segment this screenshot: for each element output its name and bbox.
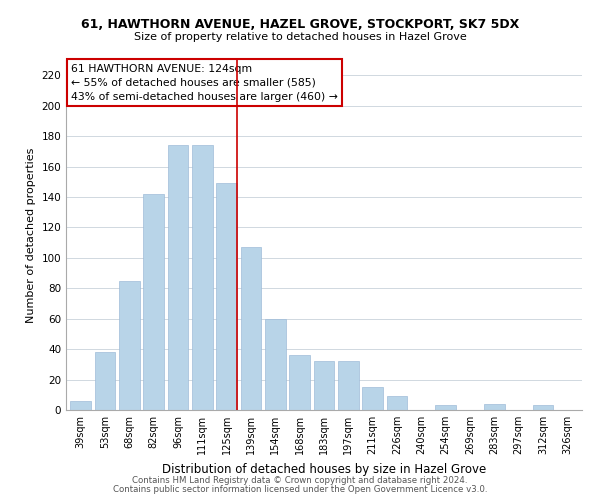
X-axis label: Distribution of detached houses by size in Hazel Grove: Distribution of detached houses by size … bbox=[162, 462, 486, 475]
Bar bbox=[192, 145, 212, 410]
Text: Contains HM Land Registry data © Crown copyright and database right 2024.: Contains HM Land Registry data © Crown c… bbox=[132, 476, 468, 485]
Text: Size of property relative to detached houses in Hazel Grove: Size of property relative to detached ho… bbox=[134, 32, 466, 42]
Bar bbox=[216, 184, 237, 410]
Y-axis label: Number of detached properties: Number of detached properties bbox=[26, 148, 36, 322]
Bar bbox=[265, 318, 286, 410]
Bar bbox=[70, 401, 91, 410]
Bar bbox=[289, 355, 310, 410]
Text: 61, HAWTHORN AVENUE, HAZEL GROVE, STOCKPORT, SK7 5DX: 61, HAWTHORN AVENUE, HAZEL GROVE, STOCKP… bbox=[81, 18, 519, 30]
Bar bbox=[484, 404, 505, 410]
Bar bbox=[533, 406, 553, 410]
Text: Contains public sector information licensed under the Open Government Licence v3: Contains public sector information licen… bbox=[113, 485, 487, 494]
Bar bbox=[314, 362, 334, 410]
Text: 61 HAWTHORN AVENUE: 124sqm
← 55% of detached houses are smaller (585)
43% of sem: 61 HAWTHORN AVENUE: 124sqm ← 55% of deta… bbox=[71, 64, 338, 102]
Bar bbox=[167, 145, 188, 410]
Bar bbox=[143, 194, 164, 410]
Bar bbox=[119, 280, 140, 410]
Bar bbox=[436, 406, 456, 410]
Bar bbox=[386, 396, 407, 410]
Bar bbox=[338, 362, 359, 410]
Bar bbox=[241, 247, 262, 410]
Bar bbox=[362, 387, 383, 410]
Bar bbox=[95, 352, 115, 410]
